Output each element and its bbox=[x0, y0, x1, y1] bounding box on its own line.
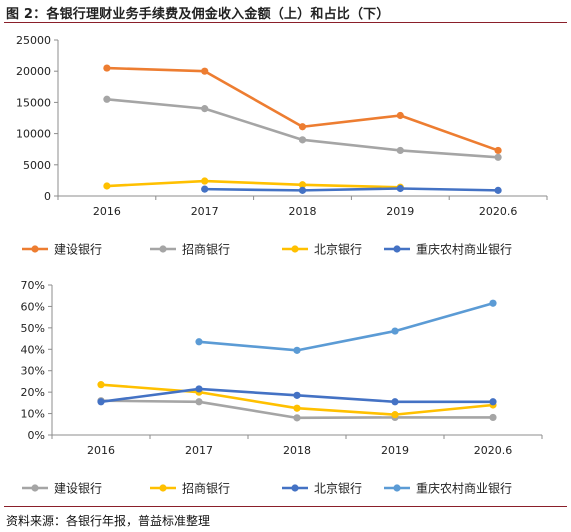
data-point bbox=[103, 95, 111, 103]
legend-swatch-marker bbox=[159, 245, 167, 253]
data-point bbox=[391, 411, 399, 419]
y-tick-label: 0 bbox=[44, 190, 51, 203]
data-point bbox=[391, 398, 399, 406]
data-point bbox=[489, 413, 497, 422]
x-tick-label: 2020.6 bbox=[479, 205, 518, 218]
y-tick-label: 10% bbox=[21, 408, 45, 421]
series-3 bbox=[195, 299, 497, 354]
data-point bbox=[293, 391, 301, 399]
legend-entry: 重庆农村商业银行 bbox=[416, 242, 512, 257]
y-tick-label: 40% bbox=[21, 343, 45, 356]
series-line bbox=[197, 301, 495, 352]
title-divider bbox=[4, 22, 567, 23]
data-point bbox=[201, 177, 209, 185]
data-point bbox=[195, 385, 203, 393]
y-tick-label: 70% bbox=[21, 279, 45, 292]
series-0 bbox=[103, 64, 502, 155]
series-line bbox=[203, 187, 500, 192]
data-point bbox=[103, 64, 111, 72]
data-point bbox=[195, 338, 203, 346]
data-point bbox=[494, 146, 502, 155]
legend-swatch-marker bbox=[31, 245, 39, 253]
data-point bbox=[494, 186, 502, 194]
legend-entry: 建设银行 bbox=[54, 482, 102, 496]
y-tick-label: 30% bbox=[21, 365, 45, 378]
data-point bbox=[97, 398, 105, 406]
legend-swatch-marker bbox=[393, 245, 401, 253]
x-tick-label: 2018 bbox=[289, 205, 317, 218]
y-tick-label: 10000 bbox=[16, 128, 51, 141]
y-tick-label: 5000 bbox=[23, 159, 51, 172]
legend-entry: 北京银行 bbox=[314, 243, 362, 257]
amount-line-chart: 0 5000 10000 15000 20000 25000 2016 2017 2018 201… bbox=[16, 34, 548, 257]
legend-swatch-marker bbox=[393, 484, 401, 492]
data-point bbox=[103, 182, 111, 190]
x-tick-label: 2017 bbox=[191, 205, 219, 218]
y-tick-label: 20000 bbox=[16, 65, 51, 78]
data-point bbox=[298, 123, 307, 131]
y-tick-label: 60% bbox=[21, 300, 45, 313]
y-tick-label: 15000 bbox=[16, 96, 51, 109]
legend-swatch-marker bbox=[291, 484, 299, 492]
legend-entry: 招商银行 bbox=[182, 481, 230, 496]
data-point bbox=[201, 185, 209, 193]
data-point bbox=[293, 414, 301, 422]
series-2 bbox=[97, 385, 497, 406]
series-1 bbox=[103, 95, 502, 161]
y-tick-label: 25000 bbox=[16, 34, 51, 47]
legend-swatch-marker bbox=[31, 484, 39, 492]
data-point bbox=[298, 186, 307, 194]
data-point bbox=[489, 299, 497, 307]
series-1 bbox=[97, 381, 497, 419]
legend-entry: 建设银行 bbox=[54, 243, 102, 257]
legend-entry: 招商银行 bbox=[182, 242, 230, 257]
data-point bbox=[293, 346, 301, 354]
legend-swatch-marker bbox=[159, 484, 167, 492]
legend-swatch-marker bbox=[291, 245, 299, 253]
x-tick-label: 2016 bbox=[87, 444, 115, 457]
data-point bbox=[494, 153, 502, 161]
data-point bbox=[391, 327, 399, 335]
legend-entry: 重庆农村商业银行 bbox=[416, 481, 512, 496]
x-tick-label: 2018 bbox=[283, 444, 311, 457]
data-point bbox=[489, 398, 497, 406]
data-point bbox=[195, 398, 203, 406]
data-point bbox=[201, 105, 209, 113]
x-tick-label: 2016 bbox=[93, 205, 121, 218]
data-point bbox=[396, 111, 404, 120]
y-tick-label: 0% bbox=[28, 429, 45, 442]
data-point bbox=[201, 67, 209, 75]
legend-entry: 北京银行 bbox=[314, 482, 362, 496]
data-point bbox=[396, 146, 404, 155]
series-3 bbox=[201, 184, 502, 194]
source-divider bbox=[4, 506, 567, 507]
data-point bbox=[396, 184, 404, 193]
x-tick-label: 2019 bbox=[386, 205, 414, 218]
y-tick-label: 20% bbox=[21, 386, 45, 399]
series-line bbox=[105, 179, 402, 189]
x-tick-label: 2019 bbox=[381, 444, 409, 457]
x-tick-label: 2017 bbox=[185, 444, 213, 457]
source-note: 资料来源：各银行年报，普益标准整理 bbox=[6, 514, 211, 528]
data-point bbox=[298, 181, 307, 189]
data-point bbox=[298, 136, 307, 144]
x-tick-label: 2020.6 bbox=[474, 444, 513, 457]
figure-title: 图 2：各银行理财业务手续费及佣金收入金额（上）和占比（下） bbox=[6, 7, 390, 22]
y-tick-label: 50% bbox=[21, 322, 45, 335]
ratio-line-chart: 0% 10% 20% 30% 40% 50% 60% 70% 2016 2017 2018 2019 2… bbox=[21, 279, 543, 496]
data-point bbox=[97, 381, 105, 389]
data-point bbox=[293, 404, 301, 412]
